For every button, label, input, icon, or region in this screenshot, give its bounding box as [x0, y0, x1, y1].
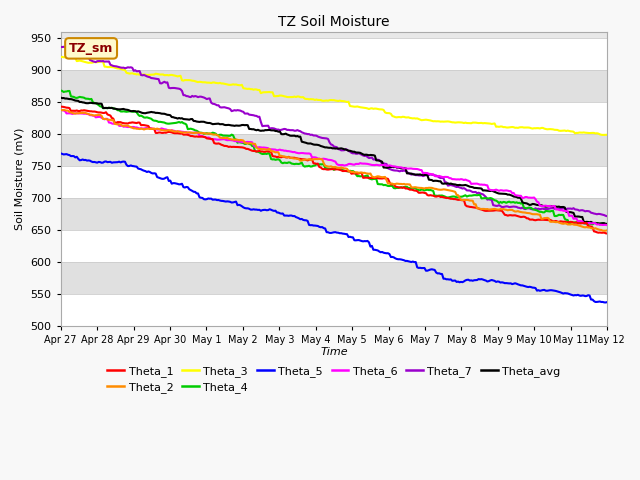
Legend: Theta_1, Theta_2, Theta_3, Theta_4, Theta_5, Theta_6, Theta_7, Theta_avg: Theta_1, Theta_2, Theta_3, Theta_4, Thet… [103, 361, 564, 397]
Bar [61, 134, 607, 166]
Text: TZ_sm: TZ_sm [69, 42, 113, 55]
Bar [61, 230, 607, 263]
Bar [61, 263, 607, 294]
Bar [61, 294, 607, 326]
Y-axis label: Soil Moisture (mV): Soil Moisture (mV) [15, 128, 25, 230]
Title: TZ Soil Moisture: TZ Soil Moisture [278, 15, 390, 29]
Bar [61, 38, 607, 70]
Bar [61, 198, 607, 230]
Bar [61, 70, 607, 102]
Bar [61, 166, 607, 198]
Bar [61, 102, 607, 134]
X-axis label: Time: Time [320, 347, 348, 357]
